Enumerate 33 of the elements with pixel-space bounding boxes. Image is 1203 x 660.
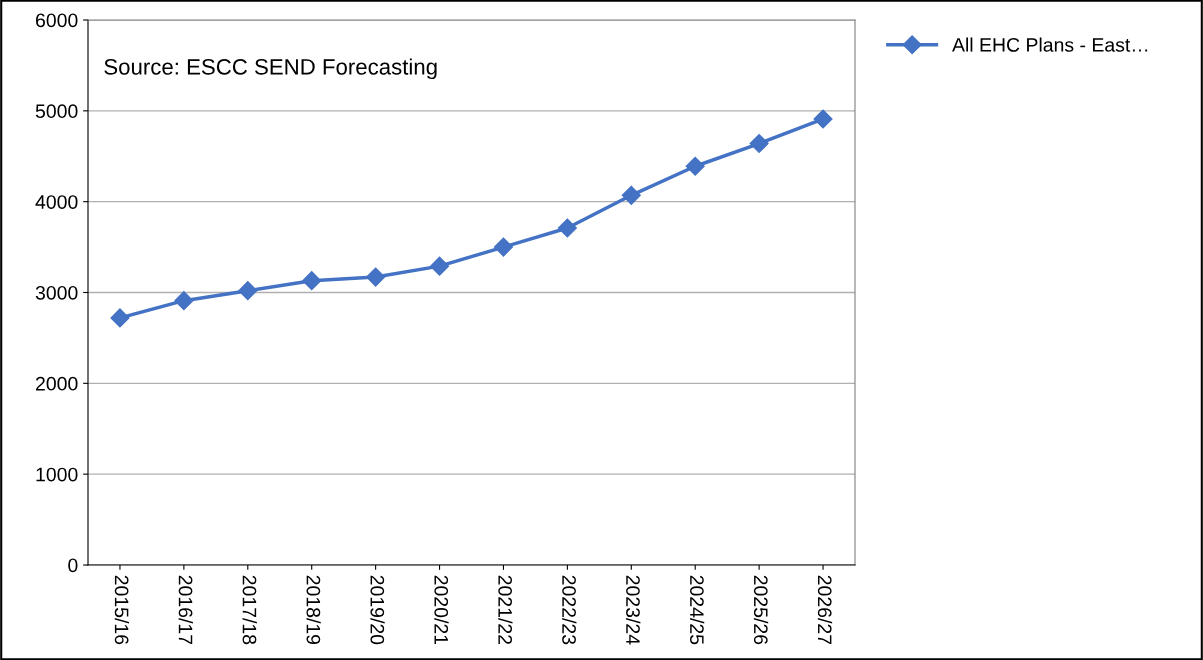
y-tick-label: 3000: [35, 285, 78, 300]
x-tick-label: 2022/23: [562, 575, 577, 645]
x-tick-label: 2019/20: [370, 575, 385, 645]
y-tick-label: 1000: [36, 467, 78, 482]
x-tick-label: 2015/16: [114, 575, 130, 645]
y-tick-label: 4000: [35, 195, 78, 209]
x-tick-label: 2023/24: [626, 575, 641, 645]
point: [813, 109, 833, 129]
x-tick-label: 2017/18: [242, 575, 257, 645]
point: [174, 291, 194, 311]
point: [493, 237, 513, 257]
point: [302, 271, 322, 291]
x-tick-label: 2024/25: [689, 575, 705, 645]
point: [110, 308, 130, 328]
point: [366, 267, 386, 287]
x-tick-label: 2026/27: [817, 575, 833, 645]
point: [430, 256, 450, 276]
x-tick-label: 2016/17: [178, 575, 193, 645]
y-tick-label: 6000: [36, 13, 78, 28]
x-tick-label: 2020/21: [434, 575, 449, 645]
y-tick-label: 5000: [35, 104, 78, 119]
y-tick-label: 2000: [36, 376, 78, 391]
point: [557, 218, 577, 238]
annotation: Source: ESCC SEND Forecasting: [104, 58, 437, 80]
x-tick-label: 2018/19: [306, 575, 321, 645]
y-tick-label: 0: [68, 558, 78, 573]
point: [238, 281, 258, 301]
point: [621, 185, 641, 205]
point: [685, 156, 705, 176]
legend-label: All EHC Plans - East…: [952, 37, 1148, 52]
x-tick-label: 2025/26: [753, 575, 769, 645]
point: [749, 133, 769, 154]
x-tick-label: 2021/22: [498, 575, 513, 645]
